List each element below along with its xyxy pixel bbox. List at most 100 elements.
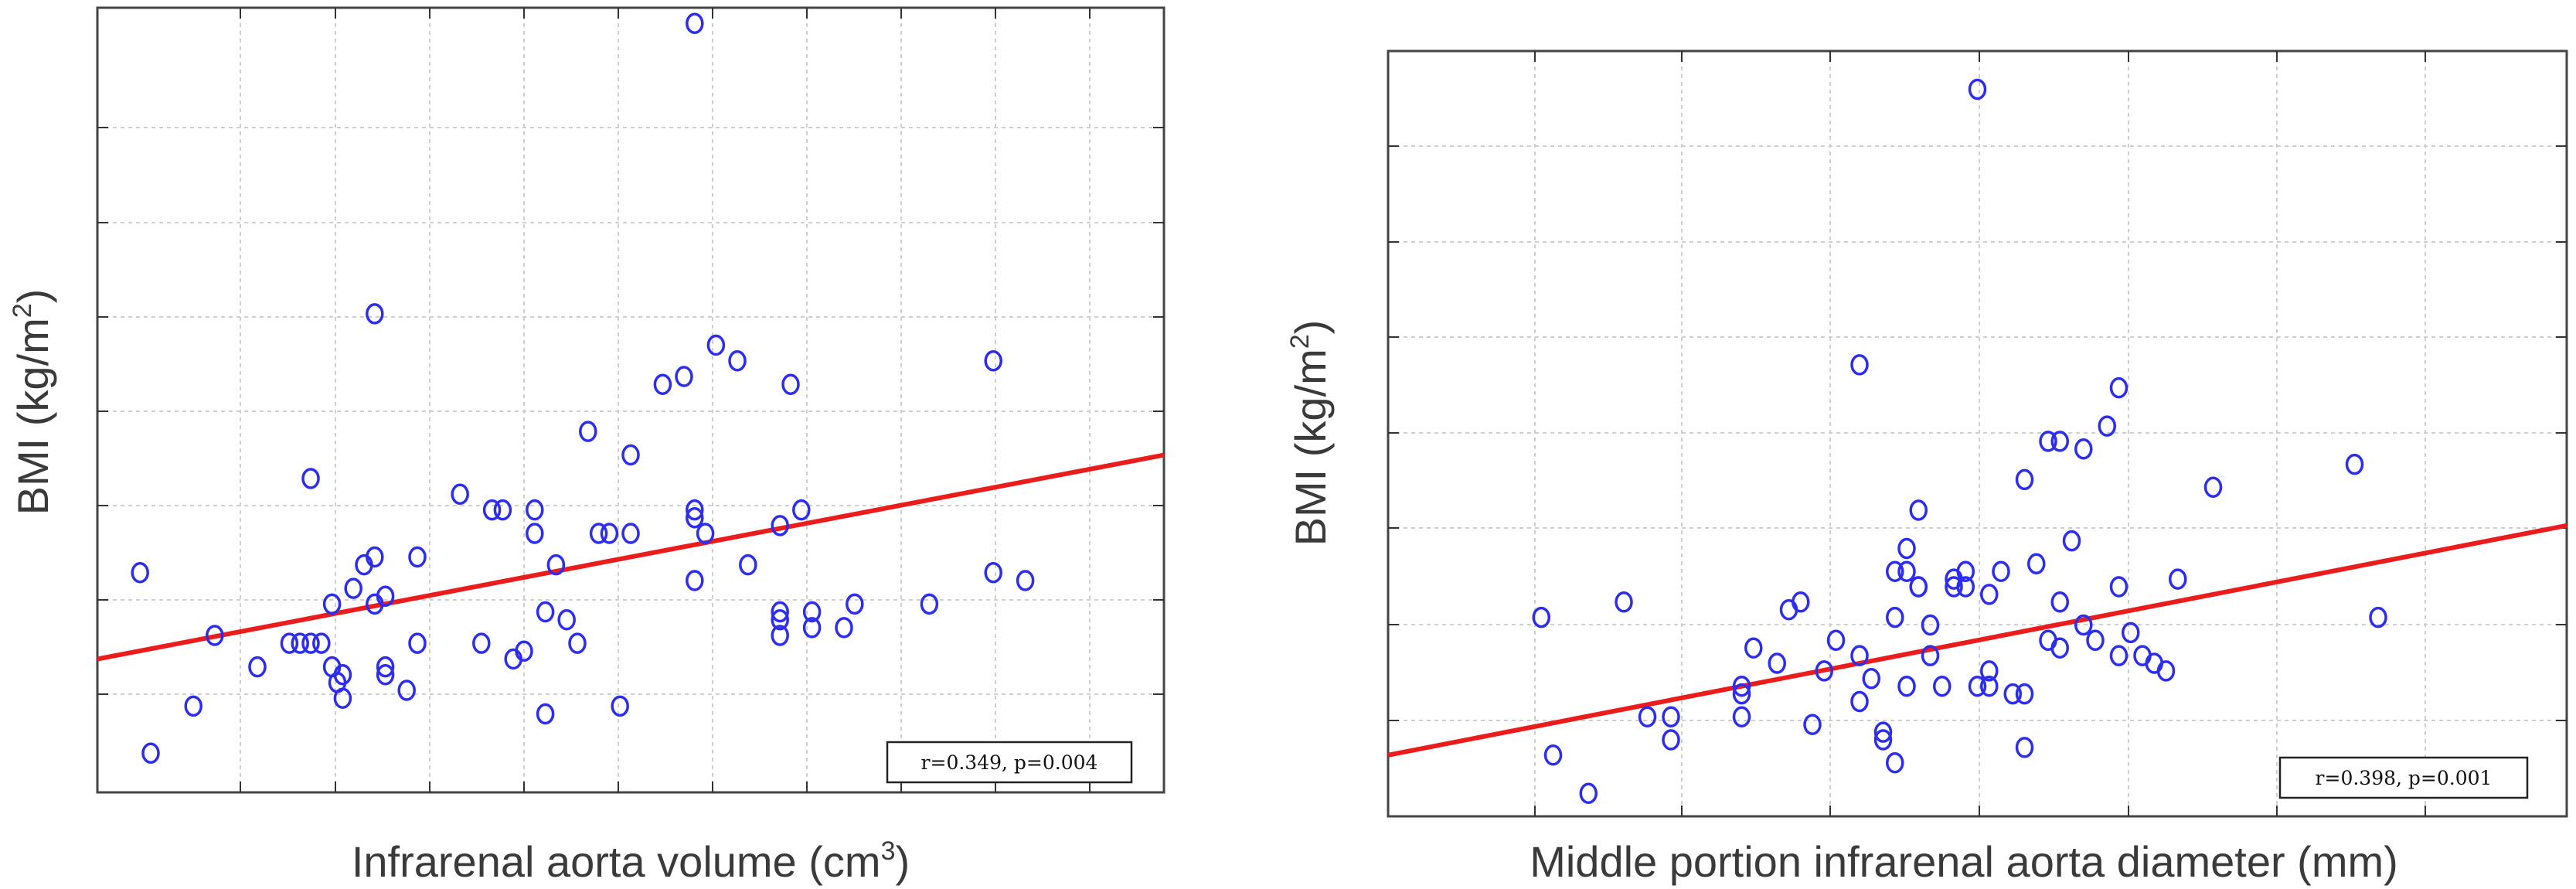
data-point xyxy=(184,695,202,717)
data-point xyxy=(1909,576,1928,598)
data-point xyxy=(1897,675,1916,697)
data-point xyxy=(2169,568,2187,590)
data-point xyxy=(1638,706,1657,728)
data-point xyxy=(248,656,267,678)
data-point xyxy=(1543,744,1563,766)
data-point xyxy=(2369,606,2387,628)
data-point xyxy=(482,499,502,521)
data-point xyxy=(2050,591,2069,613)
data-point xyxy=(1792,591,1810,613)
data-point xyxy=(686,507,704,529)
data-point xyxy=(1826,629,1846,652)
data-point xyxy=(376,664,395,686)
data-point xyxy=(546,553,566,576)
data-point xyxy=(589,523,608,544)
data-point xyxy=(301,632,320,654)
data-point xyxy=(728,350,747,372)
stat-annotation-left: r=0.349, p=0.004 xyxy=(921,751,1098,774)
data-point xyxy=(1850,645,1869,666)
data-point xyxy=(2203,476,2223,499)
data-point xyxy=(984,562,1002,584)
data-point xyxy=(2122,622,2140,644)
data-point xyxy=(1732,683,1751,705)
data-point xyxy=(333,687,352,709)
data-point xyxy=(675,366,693,387)
data-point xyxy=(408,546,427,568)
data-point xyxy=(2050,637,2069,659)
data-point xyxy=(1744,637,1763,659)
data-point xyxy=(920,593,939,615)
data-point xyxy=(1921,645,1940,666)
data-point xyxy=(1921,614,1940,636)
data-point xyxy=(291,632,309,654)
data-point xyxy=(1968,675,1987,697)
data-point xyxy=(2074,438,2093,460)
data-point xyxy=(366,546,384,568)
data-point xyxy=(2074,614,2093,636)
data-point xyxy=(141,742,160,764)
data-point xyxy=(686,570,704,591)
data-point xyxy=(1945,576,1963,598)
data-point xyxy=(2109,645,2129,666)
data-point xyxy=(1850,354,1869,376)
data-point xyxy=(781,373,800,395)
data-point xyxy=(2015,737,2034,758)
data-point xyxy=(2156,660,2176,682)
data-point xyxy=(686,12,704,35)
data-point xyxy=(1732,675,1751,697)
data-point xyxy=(1992,560,2010,582)
x-axis-label-right: Middle portion infrarenal aorta diameter… xyxy=(1530,837,2398,886)
data-point xyxy=(312,632,331,654)
stat-box-right xyxy=(2278,756,2529,799)
data-point xyxy=(1815,660,1833,682)
data-point xyxy=(1980,675,1999,697)
data-point xyxy=(1873,721,1893,743)
data-point xyxy=(706,334,726,356)
data-point xyxy=(301,468,320,489)
data-point xyxy=(2003,683,2022,705)
data-point xyxy=(1850,690,1869,713)
stat-box-left xyxy=(886,741,1133,784)
data-point xyxy=(493,499,512,521)
data-point xyxy=(536,703,555,725)
data-point xyxy=(1579,782,1598,805)
data-point xyxy=(2086,629,2105,652)
data-point xyxy=(1886,751,1904,774)
data-point xyxy=(2109,576,2129,598)
data-point xyxy=(1873,729,1893,751)
data-point xyxy=(579,421,597,442)
plot-area-left xyxy=(96,6,1165,794)
data-point xyxy=(1662,729,1680,751)
data-point xyxy=(344,577,362,599)
data-point xyxy=(526,499,544,521)
data-point xyxy=(1862,668,1880,690)
data-point xyxy=(1980,584,1999,605)
data-point xyxy=(792,499,811,521)
data-point xyxy=(2109,376,2129,399)
chart-bmi-vs-aorta-volume: r=0.349, p=0.004 Infrarenal aorta volume… xyxy=(8,6,1165,886)
data-point xyxy=(366,303,384,325)
data-point xyxy=(568,632,587,654)
data-point xyxy=(1016,570,1035,591)
data-point xyxy=(515,640,533,662)
data-point xyxy=(1897,537,1916,560)
data-point xyxy=(397,680,416,701)
data-point xyxy=(2015,683,2034,705)
data-point xyxy=(1803,714,1822,735)
data-point xyxy=(2050,431,2069,452)
data-point xyxy=(526,523,544,544)
data-point xyxy=(1886,606,1904,628)
data-point xyxy=(1532,606,1550,628)
data-point xyxy=(1933,675,1952,697)
data-point xyxy=(771,515,789,536)
data-point xyxy=(600,523,619,544)
data-point xyxy=(2098,415,2116,437)
data-point xyxy=(557,608,576,631)
data-point xyxy=(280,632,299,654)
data-point xyxy=(802,601,822,623)
data-point xyxy=(621,523,640,544)
data-point xyxy=(1732,706,1751,728)
data-point xyxy=(206,625,224,646)
data-point xyxy=(322,593,342,615)
stat-annotation-right: r=0.398, p=0.001 xyxy=(2316,767,2493,789)
